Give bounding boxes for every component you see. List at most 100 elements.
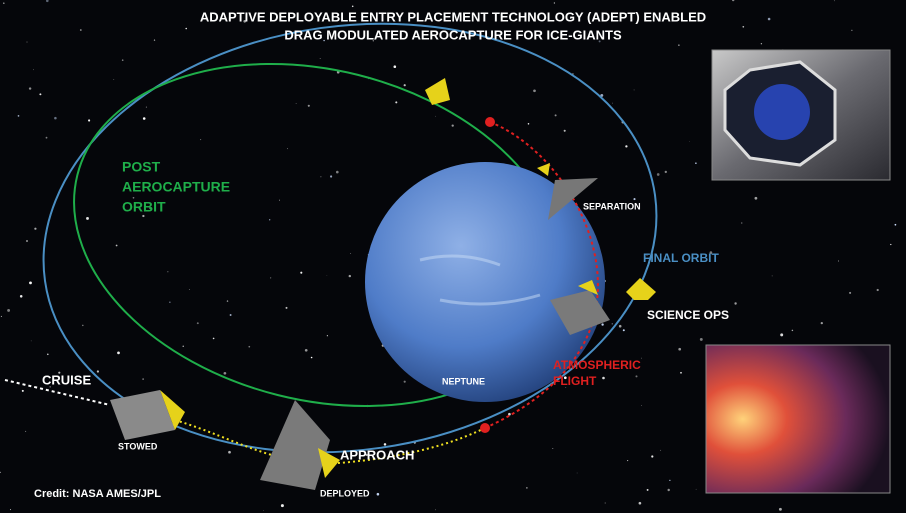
phase-label: STOWED (118, 441, 158, 451)
star (634, 89, 635, 90)
star (224, 372, 227, 375)
star (27, 42, 28, 43)
credit: Credit: NASA AMES/JPL (34, 488, 161, 500)
star (296, 103, 297, 104)
star (270, 277, 271, 278)
star (696, 489, 697, 490)
star (97, 370, 99, 372)
star (7, 309, 10, 312)
star (741, 222, 742, 223)
scene: ADAPTIVE DEPLOYABLE ENTRY PLACEMENT TECH… (0, 0, 906, 513)
phase-label: APPROACH (340, 447, 414, 462)
star (619, 325, 622, 328)
star (54, 117, 57, 120)
star (554, 2, 555, 3)
star (555, 114, 557, 116)
star (851, 30, 852, 31)
star (20, 295, 23, 298)
star (122, 59, 124, 61)
star (263, 510, 264, 511)
star (305, 349, 308, 352)
star (680, 372, 682, 374)
star (665, 171, 667, 173)
star (742, 26, 744, 28)
star (627, 460, 628, 461)
star (3, 2, 5, 4)
star (113, 79, 114, 80)
orbit-label: FINAL ORBIT (643, 251, 719, 265)
star (700, 338, 703, 341)
star (33, 69, 34, 70)
star (625, 145, 627, 147)
star (895, 224, 897, 226)
star (82, 325, 84, 327)
star (395, 101, 397, 103)
phase-label: DEPLOYED (320, 488, 370, 498)
star (349, 275, 351, 277)
title: DRAG MODULATED AEROCAPTURE FOR ICE-GIANT… (284, 27, 622, 42)
star (612, 323, 613, 324)
star (404, 84, 406, 86)
star (602, 377, 605, 380)
star (80, 29, 82, 31)
star (197, 322, 199, 324)
star (350, 253, 351, 254)
star (394, 65, 397, 68)
star (639, 502, 642, 505)
arcjet-test-photo (706, 345, 890, 493)
star (1, 316, 2, 317)
star (695, 162, 697, 164)
star (647, 489, 649, 491)
star (623, 329, 625, 331)
star (678, 348, 681, 351)
star (47, 354, 49, 356)
star (320, 58, 321, 59)
star (768, 18, 771, 21)
star (88, 119, 90, 121)
star (287, 148, 288, 149)
star (435, 509, 436, 510)
star (377, 493, 380, 496)
star (320, 176, 321, 177)
star (404, 381, 406, 383)
star (143, 117, 146, 120)
star (29, 281, 32, 284)
star (651, 455, 653, 457)
event-label: SCIENCE OPS (647, 308, 729, 322)
star (821, 322, 823, 324)
star (452, 124, 454, 126)
star (605, 502, 606, 503)
star (142, 378, 143, 379)
star (330, 175, 332, 177)
event-point (480, 423, 490, 433)
star (10, 509, 11, 510)
star (18, 115, 20, 117)
star (142, 215, 144, 217)
star (86, 217, 89, 220)
star (22, 390, 24, 392)
event-point (485, 117, 495, 127)
star (689, 141, 690, 142)
star (269, 219, 270, 220)
star (26, 240, 28, 242)
star (635, 375, 637, 377)
star (39, 93, 41, 95)
star (228, 451, 231, 454)
star (352, 6, 354, 8)
adept-glow (754, 84, 810, 140)
star (327, 335, 328, 336)
star (183, 346, 184, 347)
star (29, 87, 31, 89)
star (327, 275, 328, 276)
event-label: ATMOSPHERIC (553, 358, 641, 372)
star (154, 39, 155, 40)
star (834, 0, 835, 1)
star (641, 358, 642, 359)
star (31, 341, 32, 342)
star (669, 480, 670, 481)
star (308, 105, 310, 107)
star (552, 448, 553, 449)
event-label: FLIGHT (553, 374, 597, 388)
star (849, 292, 851, 294)
star (838, 261, 839, 262)
